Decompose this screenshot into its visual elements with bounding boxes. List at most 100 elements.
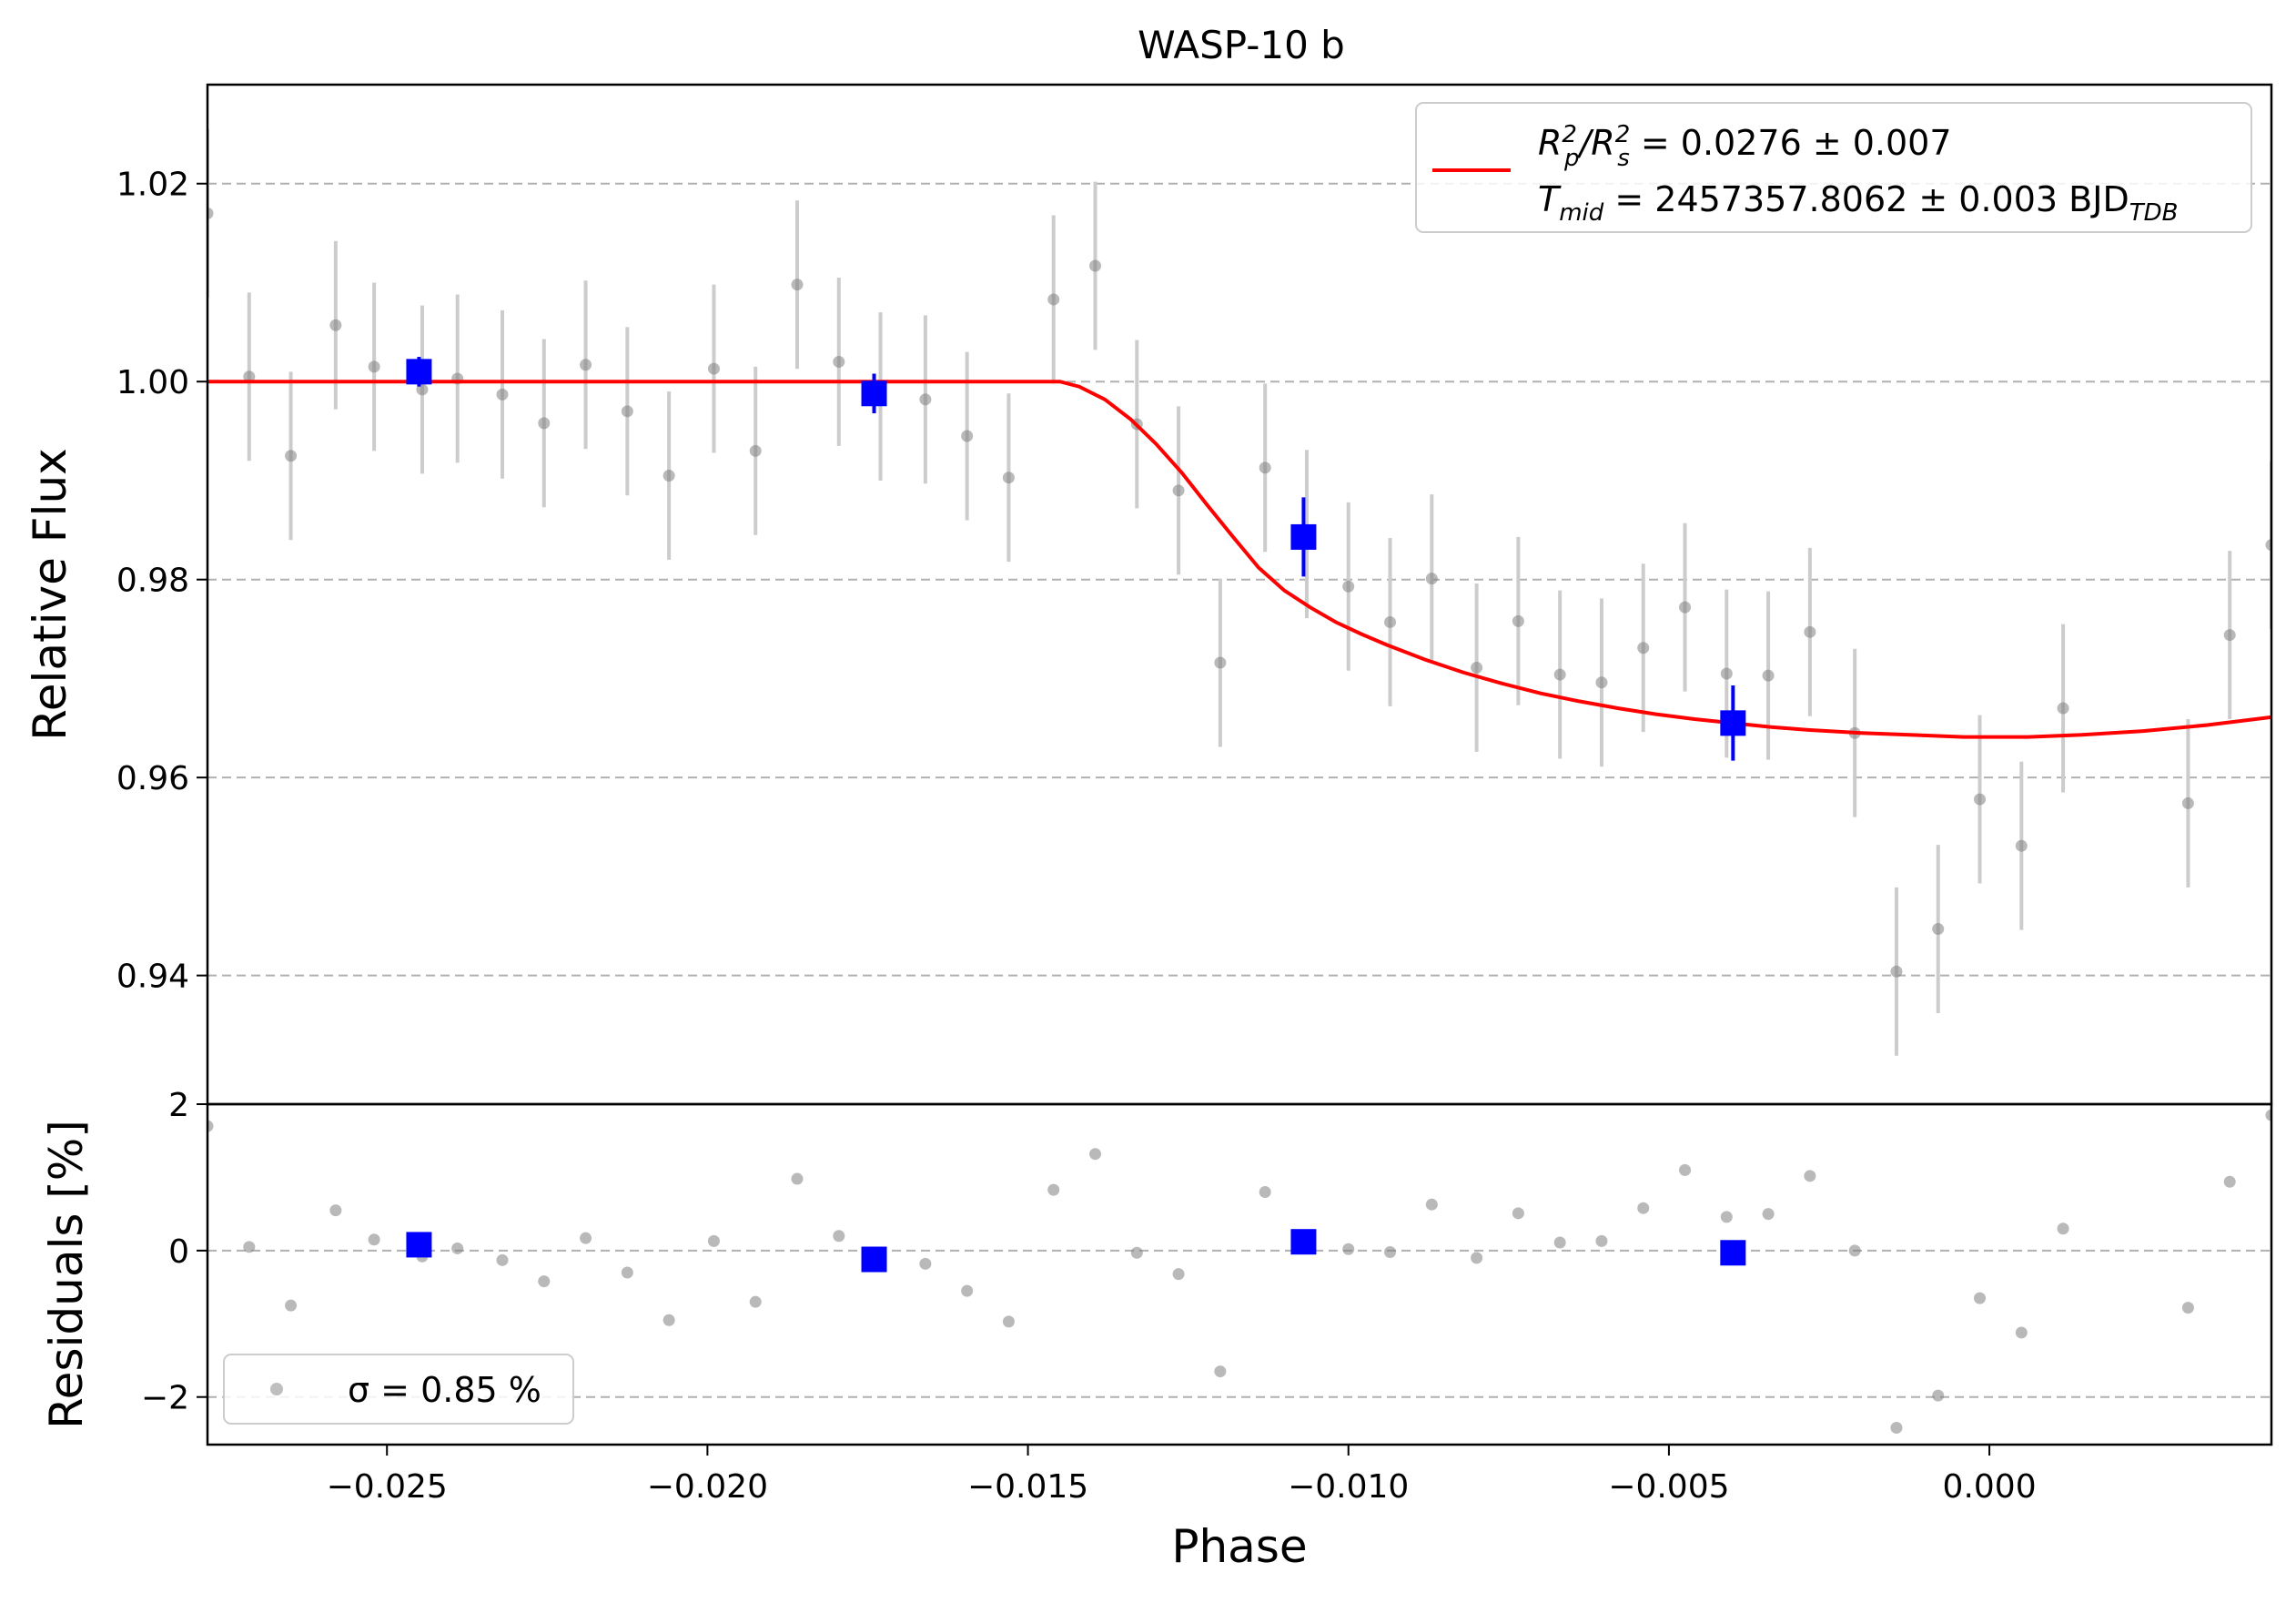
flux-point: [580, 359, 592, 371]
binned-residual-point: [861, 1246, 887, 1273]
residuals-legend-box: [223, 1354, 574, 1425]
flux-point: [1974, 793, 1987, 806]
residual-point: [1553, 1236, 1566, 1249]
flux-point: [368, 360, 380, 373]
flux-point: [285, 450, 298, 462]
residuals-legend: σ = 0.85 %: [223, 1354, 574, 1425]
flux-point: [1047, 293, 1060, 306]
residuals-y-tick-label: 0: [168, 1233, 189, 1271]
binned-residual-point: [406, 1232, 432, 1258]
flux-y-tick-label: 1.02: [116, 167, 189, 204]
x-axis-ticks: −0.025 −0.020 −0.015 −0.010 −0.005 0.000: [327, 1445, 2037, 1506]
residual-point: [833, 1230, 845, 1243]
flux-point: [2181, 796, 2194, 809]
flux-point: [791, 279, 804, 291]
residuals-data: [207, 1109, 2271, 1435]
residual-point: [1679, 1163, 1692, 1176]
legend-tmid-value: = 2457357.8062 ± 0.003 BJD: [1603, 179, 2129, 219]
residual-point: [1259, 1186, 1271, 1199]
flux-point: [1595, 676, 1608, 689]
flux-point: [1679, 601, 1692, 614]
legend-rp-symbol: R: [1538, 123, 1562, 163]
residual-point: [1425, 1198, 1438, 1211]
residuals-y-tick-label: −2: [141, 1380, 189, 1417]
residual-point: [1932, 1389, 1945, 1402]
flux-point: [243, 370, 256, 383]
flux-point: [919, 393, 932, 406]
flux-point: [1342, 580, 1355, 593]
flux-point: [1512, 614, 1524, 627]
residual-point: [496, 1253, 509, 1266]
residual-point: [1047, 1183, 1060, 1196]
residual-point: [2015, 1326, 2028, 1339]
flux-y-tick-label: 0.94: [116, 959, 189, 996]
residual-point: [749, 1295, 762, 1308]
residual-point: [1637, 1202, 1650, 1214]
transit-model-line: [207, 380, 2271, 739]
residual-point: [243, 1241, 256, 1253]
flux-y-ticks: 0.94 0.96 0.98 1.00 1.02: [116, 167, 207, 996]
flux-point: [1259, 462, 1271, 474]
binned-residual-point: [1720, 1240, 1746, 1266]
model-legend-line-1: R2 p/R2 s = 0.0276 ± 0.007: [1538, 121, 1952, 172]
residual-point: [538, 1275, 551, 1288]
residual-point: [961, 1284, 974, 1297]
residuals-y-label: Residuals [%]: [40, 1120, 93, 1429]
flux-y-tick-label: 0.96: [116, 760, 189, 797]
flux-point: [1553, 668, 1566, 681]
binned-residual-point: [1290, 1229, 1317, 1255]
flux-panel: 0.94 0.96 0.98 1.00 1.02 Relative Flux R2 p/R…: [24, 83, 2273, 1106]
flux-point: [621, 405, 633, 418]
residual-point: [1172, 1268, 1185, 1281]
x-tick-label: −0.005: [1608, 1468, 1729, 1506]
flux-point: [2015, 839, 2028, 852]
residuals-panel: −2 0 2 Residuals [%] σ = 0.85 %: [40, 1087, 2273, 1446]
residual-point: [1089, 1148, 1102, 1161]
flux-point: [1932, 923, 1945, 936]
binned-point: [1720, 710, 1746, 736]
residual-point: [1342, 1243, 1355, 1255]
residual-point: [1002, 1315, 1015, 1328]
model-legend: R2 p/R2 s = 0.0276 ± 0.007 Tmid = 2457357.…: [1415, 102, 2252, 233]
flux-point: [207, 207, 214, 219]
residual-point: [621, 1266, 633, 1279]
residual-point: [791, 1172, 804, 1185]
flux-point: [2057, 702, 2069, 715]
legend-tdb-sub: TDB: [2129, 199, 2179, 227]
residuals-legend-marker: [270, 1383, 283, 1395]
binned-point: [861, 380, 887, 407]
flux-data: [207, 128, 2271, 1056]
flux-point: [707, 362, 720, 375]
flux-point: [1637, 642, 1650, 654]
flux-point: [1214, 656, 1227, 669]
residual-point: [707, 1234, 720, 1247]
residual-point: [368, 1233, 380, 1246]
residual-point: [580, 1232, 592, 1244]
flux-point: [1384, 615, 1397, 628]
flux-point: [1002, 472, 1015, 484]
flux-point: [663, 470, 675, 482]
residual-point: [1595, 1234, 1608, 1247]
flux-point: [1172, 484, 1185, 497]
residual-point: [663, 1314, 675, 1326]
flux-y-tick-label: 0.98: [116, 563, 189, 600]
residual-point: [2265, 1109, 2271, 1121]
x-tick-label: −0.010: [1288, 1468, 1409, 1506]
flux-point: [1720, 667, 1733, 680]
flux-point: [1762, 669, 1775, 682]
flux-point: [749, 444, 762, 457]
residual-point: [2057, 1223, 2069, 1235]
residual-point: [1890, 1422, 1903, 1435]
residual-point: [1130, 1246, 1143, 1259]
chart-title: WASP-10 b: [1138, 23, 1345, 67]
residuals-axes-frame: [206, 1102, 2273, 1446]
flux-point: [1890, 965, 1903, 978]
residual-point: [1974, 1292, 1987, 1304]
residuals-y-ticks: −2 0 2: [141, 1087, 207, 1417]
x-tick-label: −0.015: [967, 1468, 1088, 1506]
flux-point: [2265, 539, 2271, 552]
legend-tmid-symbol: T: [1538, 179, 1562, 219]
residual-point: [1720, 1211, 1733, 1223]
